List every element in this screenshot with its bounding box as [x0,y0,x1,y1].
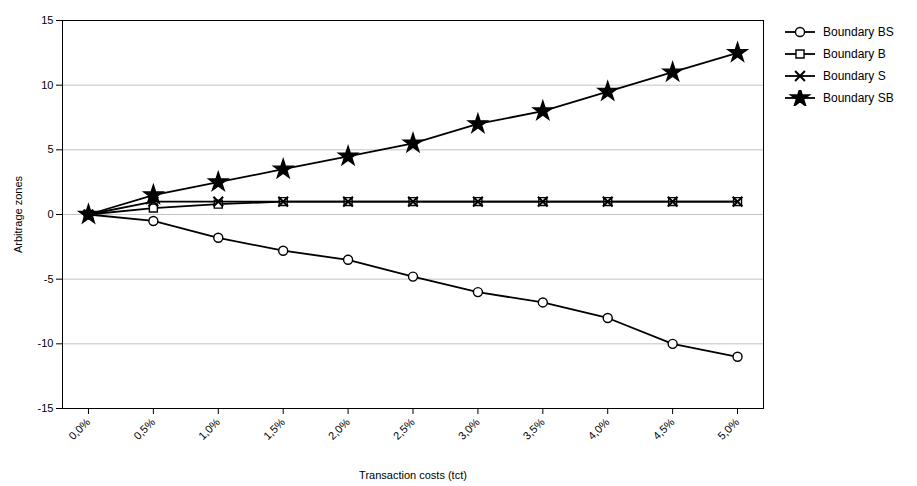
svg-text:0: 0 [47,208,53,220]
svg-text:0,0%: 0,0% [66,416,92,442]
html-text:Boundary BS: Boundary BS [823,25,894,39]
svg-text:2,5%: 2,5% [391,416,417,442]
svg-text:15: 15 [41,14,53,26]
svg-text:0,5%: 0,5% [131,416,157,442]
svg-text:1,5%: 1,5% [261,416,287,442]
svg-text:3,5%: 3,5% [520,416,546,442]
svg-text:3,0%: 3,0% [456,416,482,442]
svg-text:2,0%: 2,0% [326,416,352,442]
svg-text:5,0%: 5,0% [715,416,741,442]
html-text:Boundary SB: Boundary SB [823,91,894,105]
svg-text:Transaction costs (tct): Transaction costs (tct) [359,469,467,481]
svg-text:-15: -15 [38,402,54,414]
svg-text:1,0%: 1,0% [196,416,222,442]
svg-text:10: 10 [41,79,53,91]
html-text:Boundary S: Boundary S [823,69,886,83]
svg-text:4,0%: 4,0% [585,416,611,442]
svg-text:4,5%: 4,5% [650,416,676,442]
svg-text:Arbitrage zones: Arbitrage zones [12,175,24,253]
html-text:Boundary B: Boundary B [823,47,886,61]
svg-text:-10: -10 [38,337,54,349]
svg-text:-5: -5 [44,273,54,285]
svg-text:5: 5 [47,143,53,155]
